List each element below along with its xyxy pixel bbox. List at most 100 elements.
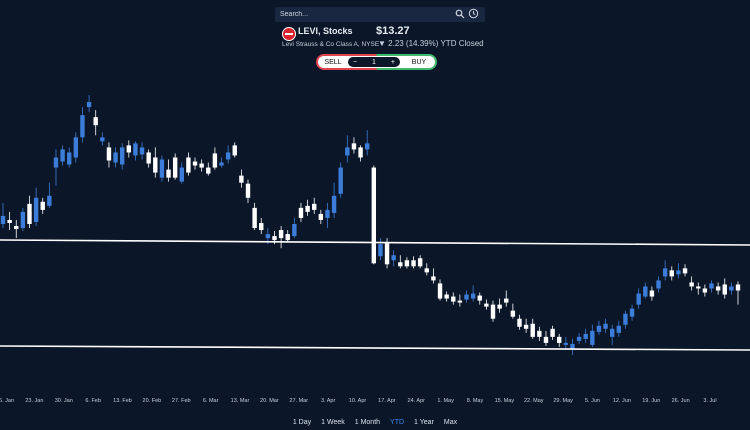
search-input[interactable] <box>275 10 452 19</box>
candle-body <box>523 324 529 329</box>
candle-body <box>576 336 582 341</box>
history-icon[interactable] <box>468 8 479 19</box>
candle-body <box>206 167 211 174</box>
candle-body <box>60 149 65 162</box>
candle-body <box>563 342 569 345</box>
candle-body <box>629 308 635 317</box>
range-option[interactable]: Max <box>443 419 458 426</box>
candle-body <box>33 197 39 222</box>
candle-body <box>153 157 158 173</box>
candle-body <box>53 157 59 168</box>
candle-body <box>391 255 396 261</box>
quantity-stepper[interactable]: − 1 + <box>348 57 400 67</box>
x-tick-label: 13. Feb <box>113 398 132 404</box>
candle-body <box>166 169 171 178</box>
levis-logo <box>282 27 296 41</box>
candle-body <box>517 318 522 327</box>
candle-body <box>212 153 218 168</box>
candle-body <box>159 159 165 178</box>
candle-body <box>682 268 688 274</box>
candle-body <box>649 290 655 297</box>
x-tick-label: 20. Mar <box>260 398 279 404</box>
candle-body <box>722 284 727 295</box>
x-tick-label: 6. Mar <box>203 398 219 404</box>
plus-icon[interactable]: + <box>390 58 395 66</box>
candle-body <box>404 260 410 267</box>
x-tick-label: 29. May <box>553 398 573 404</box>
candle-body <box>80 115 85 138</box>
quantity-value[interactable]: 1 <box>372 58 376 66</box>
minus-icon[interactable]: − <box>353 58 358 66</box>
x-tick-label: 19. Jun <box>642 398 660 404</box>
range-option[interactable]: 1 Day <box>292 419 312 426</box>
candle-body <box>477 295 482 301</box>
search-bar[interactable] <box>275 7 485 22</box>
candle-body <box>444 294 449 299</box>
candle-body <box>364 143 370 150</box>
candle-body <box>709 283 714 289</box>
candle-body <box>676 270 681 275</box>
candle-body <box>67 152 72 165</box>
candle-body <box>113 152 118 163</box>
candle-body <box>504 298 509 303</box>
range-option[interactable]: 1 Year <box>414 419 434 426</box>
candle-body <box>133 143 138 156</box>
candle-body <box>239 175 244 183</box>
candle-body <box>305 205 310 212</box>
candle-body <box>464 294 469 300</box>
price-chart[interactable]: 16. Jan 23. Jan 30. Jan 6. Feb 13. Feb 20. Fe… <box>0 0 750 415</box>
candle-body <box>457 300 463 303</box>
range-option[interactable]: 1 Month <box>354 419 381 426</box>
ytd-change: ▼ 2.23 (14.39%) YTD Closed <box>378 39 484 48</box>
candle-body <box>14 226 19 230</box>
candle-body <box>583 333 588 339</box>
candle-body <box>312 203 317 210</box>
range-option[interactable]: YTD <box>390 419 405 426</box>
company-name: Levi Strauss & Co Class A, NYSE <box>282 41 380 48</box>
candle-body <box>424 268 429 273</box>
candle-body <box>484 303 489 307</box>
candle-body <box>431 276 436 281</box>
buy-button[interactable]: BUY <box>411 58 427 66</box>
candle-body <box>616 325 622 333</box>
candle-body <box>378 244 383 257</box>
candle-body <box>126 145 132 153</box>
candle-body <box>358 147 363 158</box>
candle-body <box>100 137 105 142</box>
candle-body <box>172 157 178 178</box>
candle-body <box>318 213 324 220</box>
x-tick-label: 15. May <box>495 398 515 404</box>
candle-body <box>106 147 112 161</box>
sell-button[interactable]: SELL <box>324 58 342 66</box>
candle-body <box>232 145 237 156</box>
candle-body <box>139 147 145 155</box>
candle-body <box>351 143 357 150</box>
range-option[interactable]: 1 Week <box>321 419 345 426</box>
x-tick-label: 6. Feb <box>85 398 101 404</box>
x-tick-label: 27. Feb <box>172 398 191 404</box>
candle-body <box>7 219 12 223</box>
support-line <box>0 345 750 351</box>
candle-body <box>252 207 257 229</box>
candle-body <box>146 152 151 164</box>
candle-body <box>20 211 26 229</box>
candle-body <box>550 328 555 337</box>
candle-body <box>451 296 456 302</box>
candle-body <box>345 147 350 156</box>
candle-body <box>192 161 198 166</box>
candle-body <box>735 284 741 291</box>
candle-body <box>219 162 224 166</box>
candle-body <box>272 236 277 241</box>
candle-body <box>596 325 602 332</box>
candle-body <box>570 343 575 349</box>
candle-body <box>656 280 661 289</box>
candle-body <box>689 282 694 287</box>
candle-body <box>623 313 628 325</box>
x-tick-label: 10. Apr <box>349 398 367 404</box>
candle-body <box>609 328 615 337</box>
candle-body <box>411 260 416 267</box>
x-tick-label: 13. Mar <box>231 398 250 404</box>
candle-body <box>331 195 337 213</box>
candle-body <box>225 152 231 160</box>
search-icon[interactable] <box>455 9 465 19</box>
